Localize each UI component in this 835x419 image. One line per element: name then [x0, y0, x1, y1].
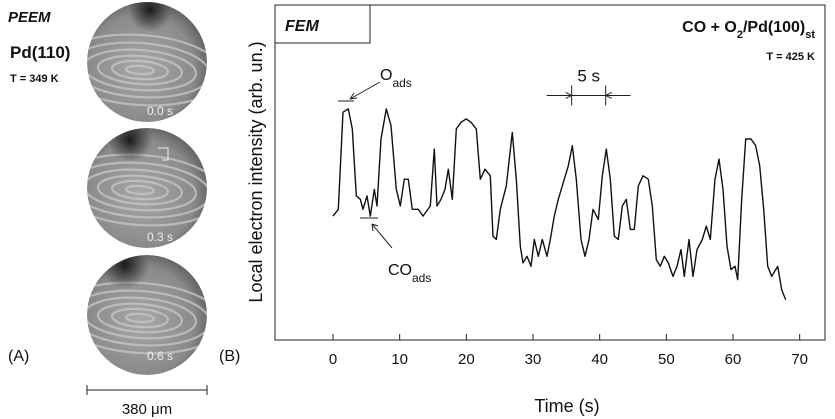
panel-label: (A)	[8, 348, 29, 365]
intensity-line	[332, 108, 787, 301]
title-part: 2	[737, 29, 743, 41]
annotation-text: CO	[388, 262, 412, 279]
annotation-text: O	[380, 67, 392, 84]
frame-time: 0.3 s	[147, 230, 173, 244]
x-tick-label: 0	[329, 351, 337, 368]
chart-title: CO + O2/Pd(100)st	[682, 19, 815, 41]
scale-bar-label: 380 μm	[122, 401, 172, 418]
annotation: Oads	[380, 67, 412, 90]
panel-a-title: PEEM	[8, 9, 51, 26]
temperature-label: T = 349 K	[10, 73, 59, 85]
y-axis-label: Local electron intensity (arb. un.)	[246, 41, 266, 302]
x-axis-label: Time (s)	[534, 396, 599, 416]
method-box	[274, 4, 371, 44]
peem-image	[87, 128, 207, 248]
annotation-sub: ads	[412, 271, 431, 285]
title-part: st	[805, 29, 815, 41]
x-tick-label: 20	[458, 351, 475, 368]
x-tick-label: 60	[725, 351, 742, 368]
annotation-sub: ads	[392, 76, 411, 90]
peem-image	[87, 2, 207, 122]
annotation: COads	[388, 262, 431, 285]
x-tick-label: 30	[525, 351, 542, 368]
title-part: /Pd(100)	[743, 19, 805, 36]
plot-frame	[274, 4, 826, 341]
panel-label: (B)	[219, 348, 240, 365]
span-arrow	[605, 92, 631, 99]
panel-a: PEEM Pd(110) T = 349 K 0.0 s 0.3 s 0.6 s…	[8, 2, 208, 418]
x-tick-label: 10	[391, 351, 408, 368]
frame-time: 0.0 s	[147, 104, 173, 118]
x-tick-label: 70	[791, 351, 808, 368]
method-label: FEM	[285, 18, 319, 35]
span-arrow	[546, 92, 572, 99]
scale-bar	[86, 385, 208, 395]
temperature-label: T = 425 K	[766, 51, 815, 63]
panel-b: (B) FEM CO + O2/Pd(100)st T = 425 K Time…	[219, 4, 826, 416]
frame-time: 0.6 s	[147, 349, 173, 363]
x-tick-label: 50	[658, 351, 675, 368]
surface-label: Pd(110)	[10, 43, 70, 62]
peem-image	[87, 255, 207, 375]
annotation-arrows	[338, 81, 393, 249]
span-label: 5 s	[577, 66, 600, 85]
x-tick-label: 40	[591, 351, 608, 368]
title-part: CO + O	[682, 19, 737, 36]
